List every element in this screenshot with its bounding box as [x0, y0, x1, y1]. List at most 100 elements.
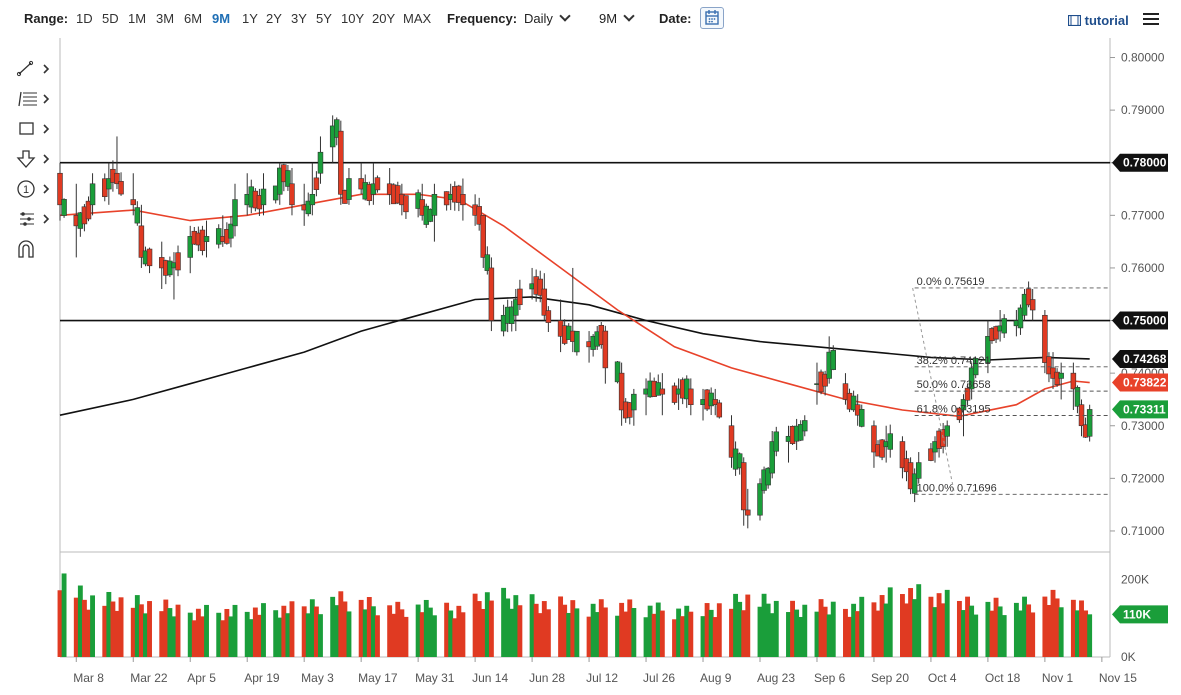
range-option-1m[interactable]: 1M [128, 11, 147, 26]
volume-bar [562, 604, 568, 657]
range-option-1y[interactable]: 1Y [242, 11, 258, 26]
volume-bar [73, 597, 79, 657]
candle-body [842, 383, 849, 400]
candle-body [374, 177, 381, 191]
price-tag: 0.74268 [1112, 350, 1168, 369]
range-option-20y[interactable]: 20Y [372, 11, 396, 26]
price-tag-label: 0.75000 [1123, 314, 1167, 328]
period-select[interactable]: 9M [599, 10, 635, 26]
candle-body [338, 130, 344, 195]
price-tag-label: 0.74268 [1123, 352, 1167, 366]
volume-bar [688, 611, 694, 657]
range-option-3m[interactable]: 3M [156, 11, 175, 26]
volume-bar [1042, 596, 1048, 657]
fibonacci-tool[interactable] [16, 88, 56, 110]
volume-bar [631, 608, 637, 657]
volume-bar [928, 596, 934, 657]
candle-body [631, 393, 637, 411]
volume-bar [716, 603, 722, 657]
measure-tool[interactable] [16, 208, 56, 230]
volume-bar [643, 617, 649, 657]
candle-body [285, 170, 291, 187]
volume-bar [159, 611, 165, 657]
frequency-select[interactable]: Daily [524, 10, 571, 26]
candle-body [114, 172, 120, 185]
rectangle-tool[interactable] [16, 118, 56, 140]
volume-bar [118, 597, 124, 657]
price-tag: 0.75000 [1112, 311, 1168, 330]
volume-bar [513, 595, 519, 657]
volume-bar [318, 614, 323, 657]
range-option-1d[interactable]: 1D [76, 11, 93, 26]
volume-bar [851, 603, 857, 657]
volume-bar [195, 608, 201, 657]
volume-bar [790, 600, 795, 657]
volume-bar [61, 573, 67, 657]
volume-bar [244, 611, 250, 657]
arrow-down-icon[interactable] [16, 148, 56, 170]
range-option-9m[interactable]: 9M [212, 11, 231, 26]
volume-bar [285, 613, 291, 657]
volume-bar [228, 616, 234, 657]
volume-bar [138, 604, 144, 657]
magnet-icon[interactable] [16, 238, 56, 260]
volume-bar [598, 599, 604, 657]
candle-body [960, 399, 967, 411]
volume-bar [883, 603, 889, 657]
candle-body [740, 462, 747, 511]
volume-bar [1026, 604, 1032, 657]
volume-bar [358, 599, 364, 657]
calendar-icon [705, 10, 719, 25]
candle-body [769, 441, 775, 474]
range-option-10y[interactable]: 10Y [341, 11, 365, 26]
volume-bar [427, 607, 433, 657]
range-option-2y[interactable]: 2Y [266, 11, 282, 26]
volume-bar [932, 607, 938, 657]
volume-bar [338, 591, 344, 657]
range-option-max[interactable]: MAX [403, 11, 432, 26]
volume-bar [81, 599, 87, 657]
volume-bar [147, 601, 152, 657]
x-axis-tick-label: Oct 18 [985, 671, 1021, 685]
volume-bar [594, 612, 600, 657]
x-axis-tick-label: Aug 9 [700, 671, 732, 685]
calendar-button[interactable] [700, 7, 724, 29]
volume-bar [1022, 596, 1027, 657]
x-axis-tick-label: Sep 20 [871, 671, 909, 685]
volume-bar [175, 604, 181, 657]
tutorial-link[interactable]: tutorial [1067, 13, 1129, 28]
range-option-5y[interactable]: 5Y [316, 11, 332, 26]
volume-bar [281, 605, 287, 657]
candle-body [968, 367, 975, 390]
volume-bar [537, 613, 543, 657]
volume-bar [366, 597, 372, 657]
y-axis-tick-label: 0.73000 [1121, 419, 1165, 433]
range-option-3y[interactable]: 3Y [291, 11, 307, 26]
volume-bar [448, 610, 454, 657]
frequency-value: Daily [524, 11, 553, 26]
line-tool[interactable] [16, 58, 56, 80]
volume-bar [655, 602, 661, 657]
numbered-marker-tool[interactable]: 1 [16, 178, 56, 200]
candle-body [859, 408, 865, 427]
x-axis-tick-label: Oct 4 [928, 671, 957, 685]
candle-body [138, 225, 145, 258]
candle-body [745, 509, 751, 516]
volume-tag: 110K [1112, 605, 1168, 624]
candle-body [537, 278, 543, 296]
candle-body [879, 439, 885, 458]
range-option-5d[interactable]: 5D [102, 11, 119, 26]
menu-icon[interactable] [1143, 13, 1159, 25]
volume-bar [431, 615, 437, 657]
volume-bar [843, 608, 848, 657]
volume-bar [871, 602, 877, 657]
volume-bar [875, 610, 881, 657]
candle-body [130, 199, 136, 206]
range-option-6m[interactable]: 6M [184, 11, 203, 26]
volume-bar [1001, 615, 1007, 657]
volume-bar [346, 611, 352, 657]
volume-bar [684, 605, 690, 657]
volume-bar [460, 612, 466, 657]
candle-body [773, 431, 780, 452]
